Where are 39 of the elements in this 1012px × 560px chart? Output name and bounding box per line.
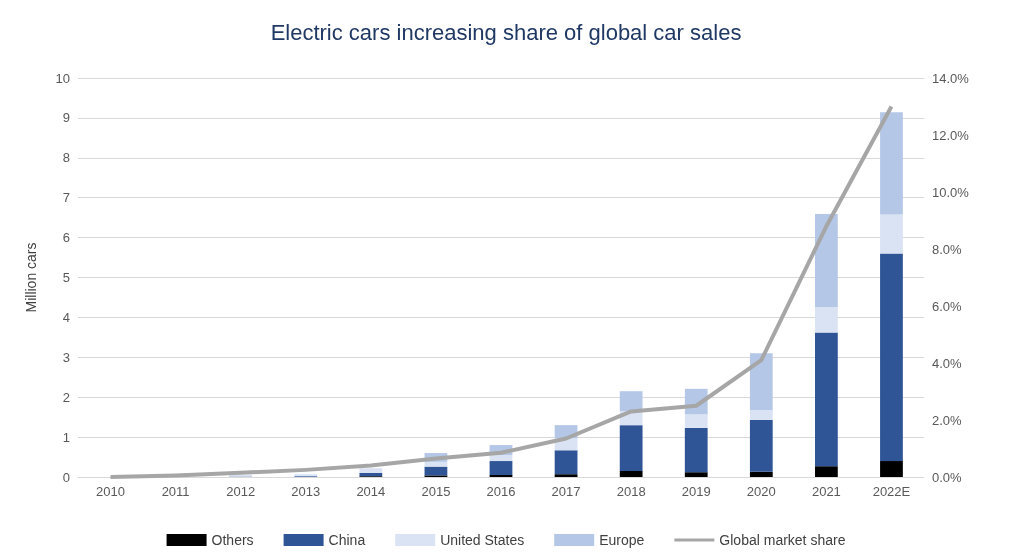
y-tick-label: 1 — [62, 429, 70, 445]
x-tick-label: 2019 — [681, 484, 711, 499]
y-tick-label: 2 — [62, 389, 70, 405]
legend-label: China — [328, 532, 366, 548]
y2-tick-label: 14.0% — [932, 70, 970, 86]
y-tick-label: 0 — [62, 469, 70, 485]
x-tick-label: 2011 — [161, 484, 190, 499]
y-tick-label: 8 — [62, 150, 70, 166]
y-tick-label: 4 — [62, 309, 70, 325]
x-tick-label: 2010 — [96, 484, 125, 499]
x-tick-label: 2016 — [486, 484, 516, 499]
y2-tick-label: 10.0% — [932, 184, 970, 200]
legend-label: Others — [211, 532, 254, 548]
y-tick-label: 3 — [62, 349, 70, 365]
y-axis-title: Million cars — [23, 242, 39, 313]
y2-tick-label: 6.0% — [932, 298, 963, 314]
x-tick-label: 2017 — [551, 484, 581, 499]
y2-tick-label: 4.0% — [932, 355, 963, 371]
x-tick-label: 2012 — [226, 484, 256, 499]
legend-label: Europe — [599, 532, 645, 548]
y2-tick-label: 12.0% — [932, 127, 970, 143]
x-tick-label: 2014 — [356, 484, 386, 499]
y-tick-label: 7 — [62, 190, 70, 206]
x-tick-label: 2018 — [616, 484, 646, 499]
legend-label: United States — [440, 532, 525, 548]
y-tick-label: 10 — [55, 70, 70, 86]
y2-tick-label: 8.0% — [932, 241, 963, 257]
chart-title: Electric cars increasing share of global car sales — [270, 19, 742, 45]
y2-tick-label: 0.0% — [932, 469, 963, 485]
y-tick-label: 5 — [62, 270, 70, 285]
y-tick-label: 9 — [62, 110, 70, 126]
x-tick-label: 2021 — [811, 484, 841, 499]
y2-tick-label: 2.0% — [932, 412, 963, 428]
x-tick-label: 2020 — [746, 484, 776, 499]
x-tick-label: 2015 — [421, 484, 451, 499]
legend-label: Global market share — [719, 532, 846, 548]
x-tick-label: 2022E — [872, 484, 911, 499]
x-tick-label: 2013 — [291, 484, 321, 499]
y-tick-label: 6 — [62, 230, 70, 246]
